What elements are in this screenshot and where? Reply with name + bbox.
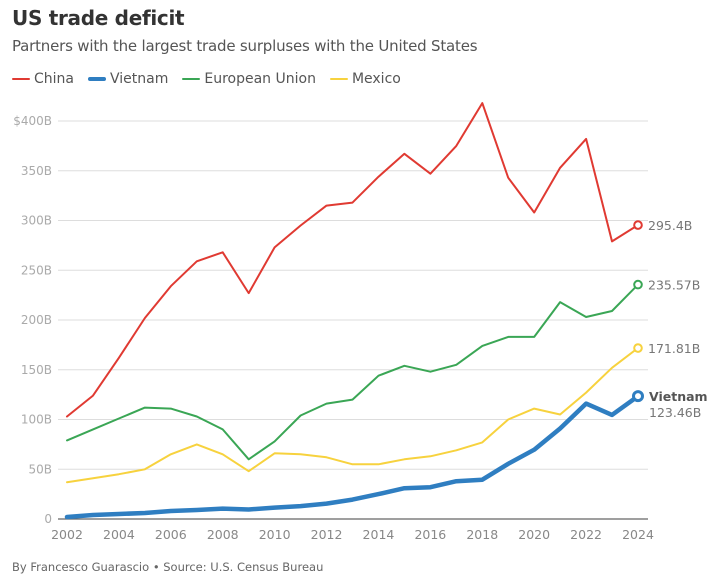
legend-label-china: China (34, 71, 74, 87)
series-line-vietnam (64, 393, 641, 520)
legend-swatch-vietnam (88, 77, 106, 81)
series-line-european-union (66, 283, 639, 461)
x-tick-label: 2012 (311, 527, 343, 542)
legend-swatch-mexico (329, 78, 348, 80)
footer-credit: By Francesco Guarascio • Source: U.S. Ce… (12, 560, 324, 574)
gridlines (58, 120, 648, 520)
end-label-value-mexico: 171.81B (648, 341, 700, 356)
x-tick-label: 2024 (622, 527, 654, 542)
x-tick-label: 2004 (103, 527, 135, 542)
x-tick-label: 2020 (518, 527, 550, 542)
legend-item-vietnam: Vietnam (88, 71, 168, 87)
x-tick-label: 2016 (414, 527, 446, 542)
x-tick-label: 2018 (466, 527, 498, 542)
end-marker-china (633, 220, 643, 230)
legend-item-european-union: European Union (182, 71, 316, 87)
x-tick-label: 2022 (570, 527, 602, 542)
end-marker-mexico (633, 343, 643, 353)
y-tick-label: $400B (13, 114, 52, 128)
y-tick-label: 350B (21, 164, 52, 178)
legend-label-european-union: European Union (204, 71, 316, 87)
legend-label-mexico: Mexico (351, 71, 401, 87)
chart-title: US trade deficit (12, 6, 185, 30)
y-tick-label: 250B (21, 263, 52, 277)
y-tick-label: 100B (21, 413, 52, 427)
end-marker-european-union (633, 279, 643, 290)
legend: China Vietnam European Union Mexico (12, 71, 415, 87)
legend-item-china: China (12, 71, 74, 87)
legend-swatch-china (12, 78, 30, 80)
series-line-mexico (66, 347, 639, 484)
x-tick-label: 2008 (207, 527, 239, 542)
x-tick-label: 2010 (259, 527, 291, 542)
x-tick-label: 2002 (51, 527, 83, 542)
y-tick-label: 300B (21, 214, 52, 228)
x-tick-label: 2014 (363, 527, 395, 542)
legend-swatch-european-union (182, 78, 201, 80)
series-lines (64, 102, 641, 520)
series-line-china (66, 102, 639, 418)
y-tick-label: 50B (28, 462, 52, 476)
x-tick-label: 2006 (155, 527, 187, 542)
end-label-value-european-union: 235.57B (648, 278, 700, 293)
x-axis-ticks: 2002 2004 2006 2008 2010 2012 2014 2016 2018 2020… (51, 527, 654, 542)
end-label-name-vietnam: Vietnam (649, 389, 708, 404)
y-axis-ticks: 0 50B 100B 150B 200B 250B 300B 350B $400B (13, 114, 52, 526)
y-tick-label: 150B (21, 363, 52, 377)
end-label-value-vietnam: 123.46B (649, 405, 701, 420)
end-marker-vietnam (632, 390, 644, 403)
legend-label-vietnam: Vietnam (110, 71, 169, 87)
legend-item-mexico: Mexico (329, 71, 401, 87)
y-tick-label: 200B (21, 313, 52, 327)
chart-subtitle: Partners with the largest trade surpluse… (12, 37, 478, 55)
y-tick-label: 0 (44, 512, 52, 526)
end-label-value-china: 295.4B (648, 218, 692, 233)
